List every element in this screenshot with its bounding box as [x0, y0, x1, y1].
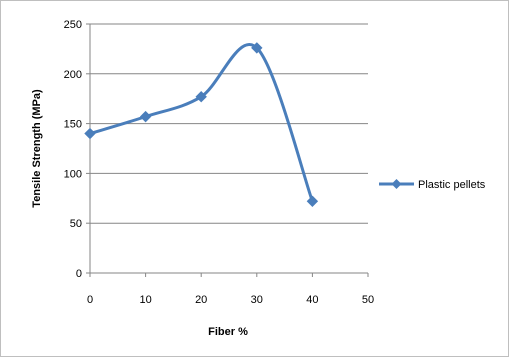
data-point-marker — [251, 42, 263, 54]
x-tick-label: 0 — [87, 294, 93, 306]
x-tick-labels: 0 10 20 30 40 50 — [87, 294, 374, 306]
y-tick-label: 200 — [64, 69, 82, 81]
legend: Plastic pellets — [379, 179, 486, 191]
y-axis-title: Tensile Strength (MPa) — [31, 89, 43, 208]
y-tick-label: 250 — [64, 19, 82, 31]
series-line — [89, 43, 314, 202]
y-tick-label: 0 — [76, 268, 82, 280]
x-tick-label: 20 — [195, 294, 207, 306]
series-layer — [84, 42, 319, 207]
data-point-marker — [306, 195, 319, 207]
data-point-marker — [195, 91, 207, 103]
data-point-marker — [139, 110, 152, 123]
legend-marker — [391, 179, 402, 189]
y-tick-labels: 0 50 100 150 200 250 — [64, 19, 82, 280]
data-point-marker — [84, 127, 96, 140]
axes — [86, 23, 369, 277]
y-tick-label: 100 — [64, 168, 82, 180]
x-tick-label: 10 — [139, 294, 151, 306]
legend-label: Plastic pellets — [418, 179, 486, 191]
gridlines — [90, 23, 368, 224]
y-tick-label: 50 — [70, 218, 82, 230]
x-axis-title: Fiber % — [208, 326, 248, 338]
x-tick-label: 30 — [251, 294, 263, 306]
y-tick-label: 150 — [64, 119, 82, 131]
x-tick-label: 50 — [362, 294, 374, 306]
x-tick-label: 40 — [306, 294, 318, 306]
